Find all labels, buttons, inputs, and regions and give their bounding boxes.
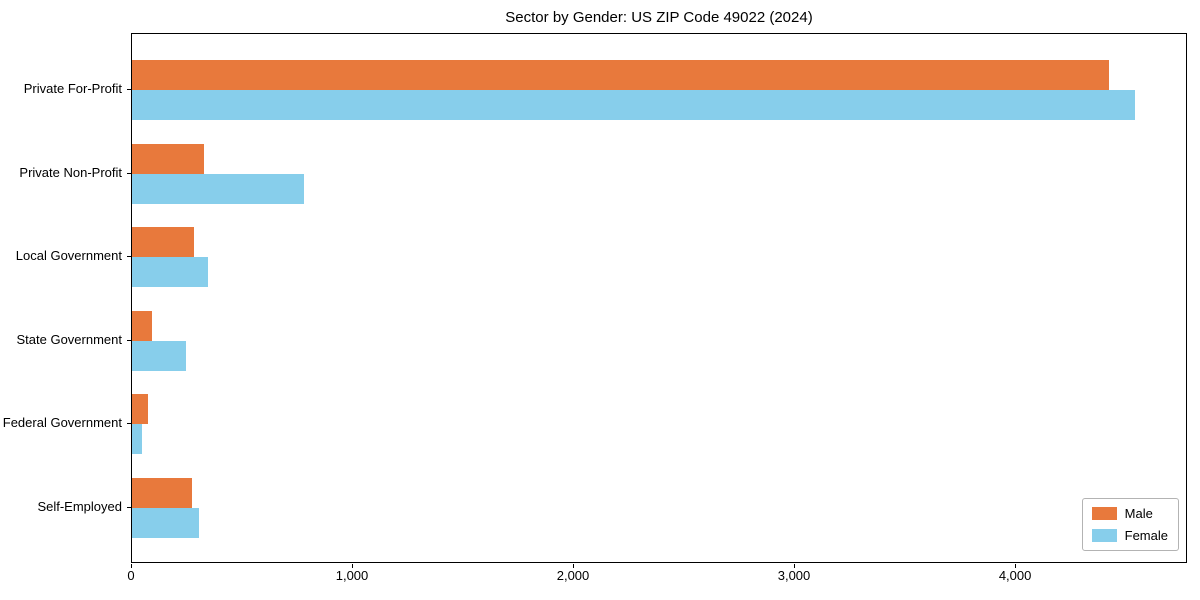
bar-female-2 [132, 173, 305, 204]
bar-male-1 [132, 60, 1109, 90]
y-tick [127, 89, 131, 90]
legend-swatch-female [1091, 529, 1117, 542]
bar-male-5 [132, 394, 148, 425]
x-tick [131, 564, 132, 568]
bar-female-4 [132, 340, 187, 371]
y-axis-label: Private For-Profit [23, 81, 122, 96]
x-tick-label: 3,000 [777, 568, 811, 583]
legend-swatch-male [1091, 507, 1117, 520]
plot-area: Male Female [131, 33, 1187, 563]
y-tick [127, 507, 131, 508]
x-tick [1015, 564, 1017, 568]
x-tick [794, 564, 795, 568]
bar-female-6 [132, 508, 200, 538]
bar-female-1 [132, 90, 1136, 120]
bar-male-2 [132, 143, 204, 174]
legend: Male Female [1081, 498, 1179, 551]
legend-entry-male: Male [1091, 506, 1168, 521]
y-axis-label: Self-Employed [37, 499, 122, 514]
x-tick-label: 0 [127, 568, 135, 583]
y-tick [127, 256, 131, 258]
y-axis-label: Federal Government [2, 415, 122, 431]
legend-label: Female [1124, 528, 1168, 543]
x-tick [352, 564, 353, 568]
bar-male-6 [132, 478, 192, 508]
bar-female-3 [132, 257, 209, 288]
x-tick-label: 4,000 [998, 568, 1032, 583]
legend-label: Male [1124, 506, 1153, 521]
y-axis-label: Local Government [15, 248, 122, 264]
bar-male-3 [132, 227, 194, 258]
y-tick [127, 423, 131, 425]
bar-female-5 [132, 424, 142, 455]
chart-title: Sector by Gender: US ZIP Code 49022 (202… [505, 9, 813, 26]
x-tick-label: 1,000 [335, 568, 369, 583]
y-axis-label: State Government [16, 331, 123, 347]
y-tick [127, 339, 131, 341]
bar-male-4 [132, 310, 152, 341]
y-tick [127, 172, 131, 174]
legend-entry-female: Female [1091, 528, 1168, 543]
y-axis-label: Private Non-Profit [19, 164, 122, 180]
x-tick [573, 564, 574, 568]
x-tick-label: 2,000 [556, 568, 590, 583]
